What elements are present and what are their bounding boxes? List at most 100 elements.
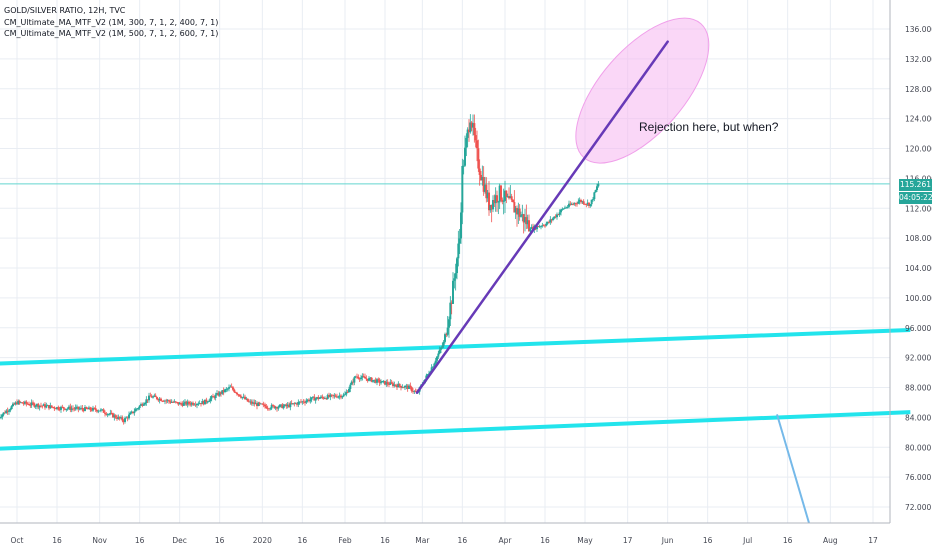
candle-body [4,412,6,414]
candle-body [290,403,293,405]
candle-body [149,395,152,397]
candle-body [81,407,84,410]
candle-body [513,202,516,213]
candle-body [126,417,129,419]
candle-body [105,413,108,415]
candle-body [262,404,265,406]
candle-body [298,401,301,403]
candle-body [440,347,442,350]
candle-body [464,147,466,166]
candle-body [233,389,236,393]
candle-body [53,407,56,409]
candle-body [338,395,341,397]
candle-body [568,203,570,207]
candle-body [408,385,410,389]
candle-body [410,387,413,391]
candle-body [382,380,385,382]
countdown-tag: 04:05:22 [899,192,932,204]
candle-body [221,390,224,394]
channel-lines[interactable] [0,183,911,451]
candle-body [204,399,206,405]
candle-body [349,384,352,389]
candle-body [345,392,348,395]
candle-body [88,407,90,410]
candle-body [413,390,416,392]
candle-body [548,221,550,223]
candle-body [333,395,336,397]
candle-body [218,392,221,396]
candle-body [170,402,173,403]
x-tick-label: Nov [92,536,107,545]
candle-body [249,401,252,403]
highlight-ellipse[interactable] [552,0,732,185]
x-tick-label: 16 [540,536,550,545]
candle-body [281,404,284,409]
candle-body [497,201,500,203]
candle-body [245,398,248,400]
candle-body [544,225,546,227]
candle-body [74,407,77,409]
candle-body [216,393,218,395]
candle-body [365,378,368,380]
candle-body [388,384,390,385]
candle-body [574,203,577,204]
candle-body [194,404,197,406]
y-tick-label: 76.000 [905,473,931,482]
candle-body [254,403,257,405]
candle-body [144,402,146,405]
arrow-drawing[interactable] [776,414,810,524]
candle-body [121,417,124,421]
candle-body [60,406,62,410]
candle-body [554,216,557,218]
candle-body [405,385,408,387]
candle-body [344,394,346,396]
candle-body [380,382,382,384]
candle-body [238,394,241,397]
candle-body [246,398,249,402]
candle-body [470,122,473,128]
candle-body [264,404,266,407]
candle-body [253,402,256,405]
candle-body [402,387,405,389]
candle-body [384,380,386,385]
candle-body [300,401,302,403]
candle-body [18,401,21,403]
x-tick-label: 2020 [253,536,272,545]
candle-body [234,392,237,393]
candle-body [450,302,453,304]
candle-body [68,406,70,409]
candle-body [220,392,222,394]
candle-body [292,403,294,405]
candle-body [114,415,117,418]
candle-body [305,400,308,403]
candle-body [368,378,370,381]
candle-body [474,135,477,141]
candle-body [64,408,66,410]
candle-body [493,200,496,204]
candle-body [596,186,598,190]
candle-body [94,408,97,411]
candle-body [10,405,13,410]
candle-body [250,401,253,404]
candle-body [597,183,600,187]
candle-body [138,405,141,409]
candle-body [188,401,190,404]
candle-body [540,226,542,228]
candle-body [545,223,548,226]
candle-body [154,395,157,398]
candle-body [489,204,492,211]
candle-body [65,408,68,410]
candle-body [296,403,298,405]
candle-body [310,397,313,400]
candle-body [272,405,274,406]
candle-body [102,409,105,413]
trendline[interactable] [415,40,669,394]
candle-body [501,199,504,202]
candle-body [198,403,201,404]
annotation-text[interactable]: Rejection here, but when? [639,120,779,134]
candle-body [449,302,452,320]
candle-body [6,410,9,412]
candle-body [581,201,584,203]
